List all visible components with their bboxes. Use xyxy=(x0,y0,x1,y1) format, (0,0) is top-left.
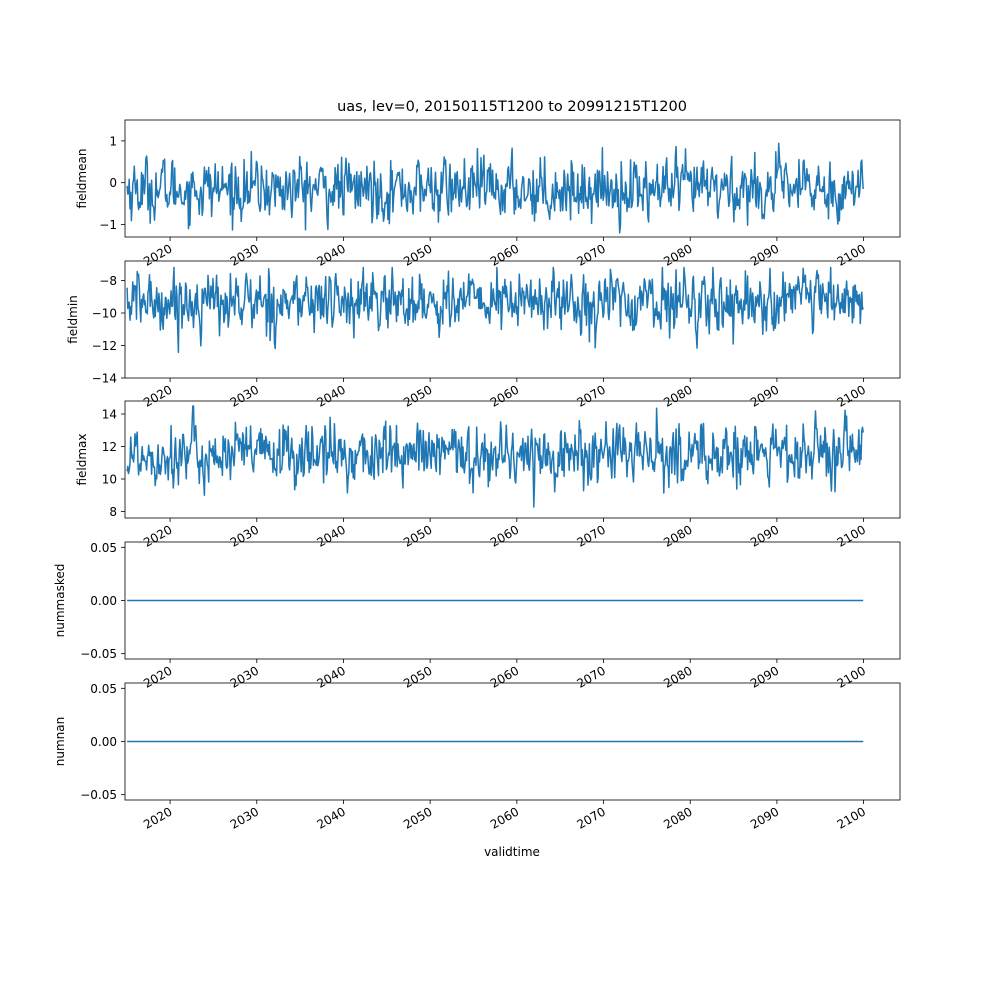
figure-title: uas, lev=0, 20150115T1200 to 20991215T12… xyxy=(337,99,687,115)
x-axis-label: validtime xyxy=(484,845,540,859)
y-axis-label: nummasked xyxy=(53,564,67,638)
y-axis-label: numnan xyxy=(53,717,67,766)
y-tick-label: 0.00 xyxy=(90,594,117,608)
panel-mask xyxy=(125,401,900,518)
axes-frame xyxy=(124,260,901,379)
y-tick-label: 0.05 xyxy=(90,682,117,696)
axes-frame xyxy=(124,400,901,519)
y-tick-label: 0.00 xyxy=(90,735,117,749)
y-tick-label: −0.05 xyxy=(80,647,117,661)
series-line-fieldmax xyxy=(126,405,864,508)
axes-frame xyxy=(124,119,901,238)
y-axis-label: fieldmean xyxy=(75,149,89,209)
y-tick-label: −8 xyxy=(99,274,117,288)
y-tick-label: −10 xyxy=(92,307,117,321)
y-tick-label: −14 xyxy=(92,372,117,386)
y-tick-label: 10 xyxy=(102,473,117,487)
panel-mask xyxy=(125,683,900,800)
y-tick-label: 0.05 xyxy=(90,541,117,555)
y-tick-label: 8 xyxy=(109,505,117,519)
y-tick-label: −0.05 xyxy=(80,788,117,802)
y-tick-label: 0 xyxy=(109,176,117,190)
y-axis-label: fieldmax xyxy=(75,433,89,485)
panel-mask xyxy=(125,542,900,659)
y-tick-label: −12 xyxy=(92,339,117,353)
series-line-fieldmin xyxy=(126,266,864,354)
y-tick-label: 1 xyxy=(109,134,117,148)
y-tick-label: 12 xyxy=(102,440,117,454)
y-tick-label: 14 xyxy=(102,408,117,422)
panel-mask xyxy=(125,261,900,378)
y-axis-label: fieldmin xyxy=(66,295,80,344)
y-tick-label: −1 xyxy=(99,218,117,232)
series-line-fieldmean xyxy=(126,142,864,234)
